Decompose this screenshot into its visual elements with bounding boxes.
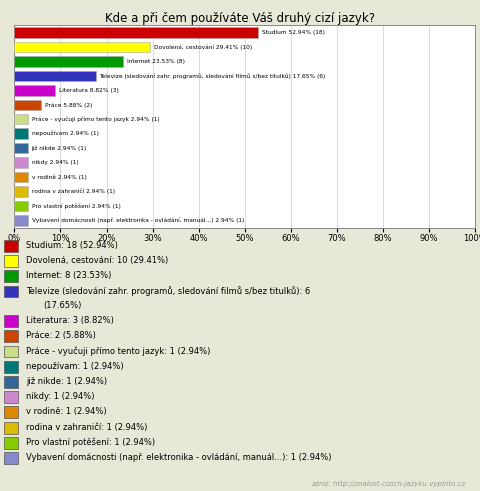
Text: zdroj: http://znalost-cizich-jazyku.vyplnto.cz: zdroj: http://znalost-cizich-jazyku.vypl… <box>312 481 466 487</box>
Text: Studium 52.94% (18): Studium 52.94% (18) <box>262 30 325 35</box>
Text: Vybavení domácnosti (např. elektronika - ovládání, manuál...) 2.94% (1): Vybavení domácnosti (např. elektronika -… <box>32 218 244 223</box>
Text: Televize (sledování zahr. programů, sledování filmů s/bez titulků) 17.65% (6): Televize (sledování zahr. programů, sled… <box>99 73 325 79</box>
Bar <box>14 42 150 52</box>
Text: Literatura: 3 (8.82%): Literatura: 3 (8.82%) <box>26 316 114 325</box>
Bar <box>14 215 28 225</box>
Bar <box>4 271 18 282</box>
Text: Dovolená, cestování 29.41% (10): Dovolená, cestování 29.41% (10) <box>154 44 252 50</box>
Bar <box>14 143 28 153</box>
Bar <box>4 452 18 464</box>
Bar <box>14 172 28 182</box>
Text: rodina v zahraničí 2.94% (1): rodina v zahraničí 2.94% (1) <box>32 189 115 194</box>
Text: nepoužívam 2.94% (1): nepoužívam 2.94% (1) <box>32 131 98 136</box>
Bar <box>14 201 28 211</box>
Text: Práce - vyučuji přímo tento jazyk: 1 (2.94%): Práce - vyučuji přímo tento jazyk: 1 (2.… <box>26 346 211 355</box>
Bar <box>14 129 28 139</box>
Bar <box>14 114 28 124</box>
Text: Vybavení domácnosti (např. elektronika - ovládání, manuál...): 1 (2.94%): Vybavení domácnosti (např. elektronika -… <box>26 453 332 462</box>
Bar <box>14 56 123 67</box>
Bar <box>4 346 18 357</box>
Bar <box>4 407 18 418</box>
Bar <box>14 186 28 197</box>
Text: Kde a při čem používáte Váš druhý cizí jazyk?: Kde a při čem používáte Váš druhý cizí j… <box>105 12 375 25</box>
Bar <box>4 330 18 342</box>
Text: již nikde 2.94% (1): již nikde 2.94% (1) <box>32 145 87 151</box>
Text: Literatura 8.82% (3): Literatura 8.82% (3) <box>59 88 119 93</box>
Text: nikdy 2.94% (1): nikdy 2.94% (1) <box>32 160 78 165</box>
Bar <box>4 361 18 373</box>
Bar <box>4 376 18 388</box>
Bar <box>4 437 18 449</box>
Bar <box>4 255 18 267</box>
Text: Práce - vyučuji přímo tento jazyk 2.94% (1): Práce - vyučuji přímo tento jazyk 2.94% … <box>32 116 159 122</box>
Bar <box>14 27 258 38</box>
Text: rodina v zahraničí: 1 (2.94%): rodina v zahraničí: 1 (2.94%) <box>26 423 148 432</box>
Text: Internet 23.53% (8): Internet 23.53% (8) <box>127 59 184 64</box>
Bar <box>4 286 18 298</box>
Bar <box>4 422 18 434</box>
Text: (17.65%): (17.65%) <box>43 301 82 310</box>
Text: Práce 5.88% (2): Práce 5.88% (2) <box>45 102 93 108</box>
Bar <box>4 240 18 252</box>
Bar <box>14 71 96 81</box>
Text: nikdy: 1 (2.94%): nikdy: 1 (2.94%) <box>26 392 95 401</box>
Text: nepoužívam: 1 (2.94%): nepoužívam: 1 (2.94%) <box>26 362 124 371</box>
Bar <box>4 315 18 327</box>
Text: Televize (sledování zahr. programů, sledování filmů s/bez titulků): 6: Televize (sledování zahr. programů, sled… <box>26 286 311 296</box>
Text: Internet: 8 (23.53%): Internet: 8 (23.53%) <box>26 272 112 280</box>
Text: již nikde: 1 (2.94%): již nikde: 1 (2.94%) <box>26 377 108 386</box>
Text: v rodině 2.94% (1): v rodině 2.94% (1) <box>32 174 86 180</box>
Text: v rodině: 1 (2.94%): v rodině: 1 (2.94%) <box>26 408 107 416</box>
Bar <box>14 157 28 168</box>
Text: Dovolená, cestování: 10 (29.41%): Dovolená, cestování: 10 (29.41%) <box>26 256 168 265</box>
Text: Studium: 18 (52.94%): Studium: 18 (52.94%) <box>26 241 118 250</box>
Text: Pro vlastní potěšení: 1 (2.94%): Pro vlastní potěšení: 1 (2.94%) <box>26 437 156 447</box>
Bar <box>14 100 41 110</box>
Bar <box>14 85 55 96</box>
Bar <box>4 391 18 403</box>
Text: Práce: 2 (5.88%): Práce: 2 (5.88%) <box>26 331 96 340</box>
Text: Pro vlastní potěšení 2.94% (1): Pro vlastní potěšení 2.94% (1) <box>32 203 120 209</box>
